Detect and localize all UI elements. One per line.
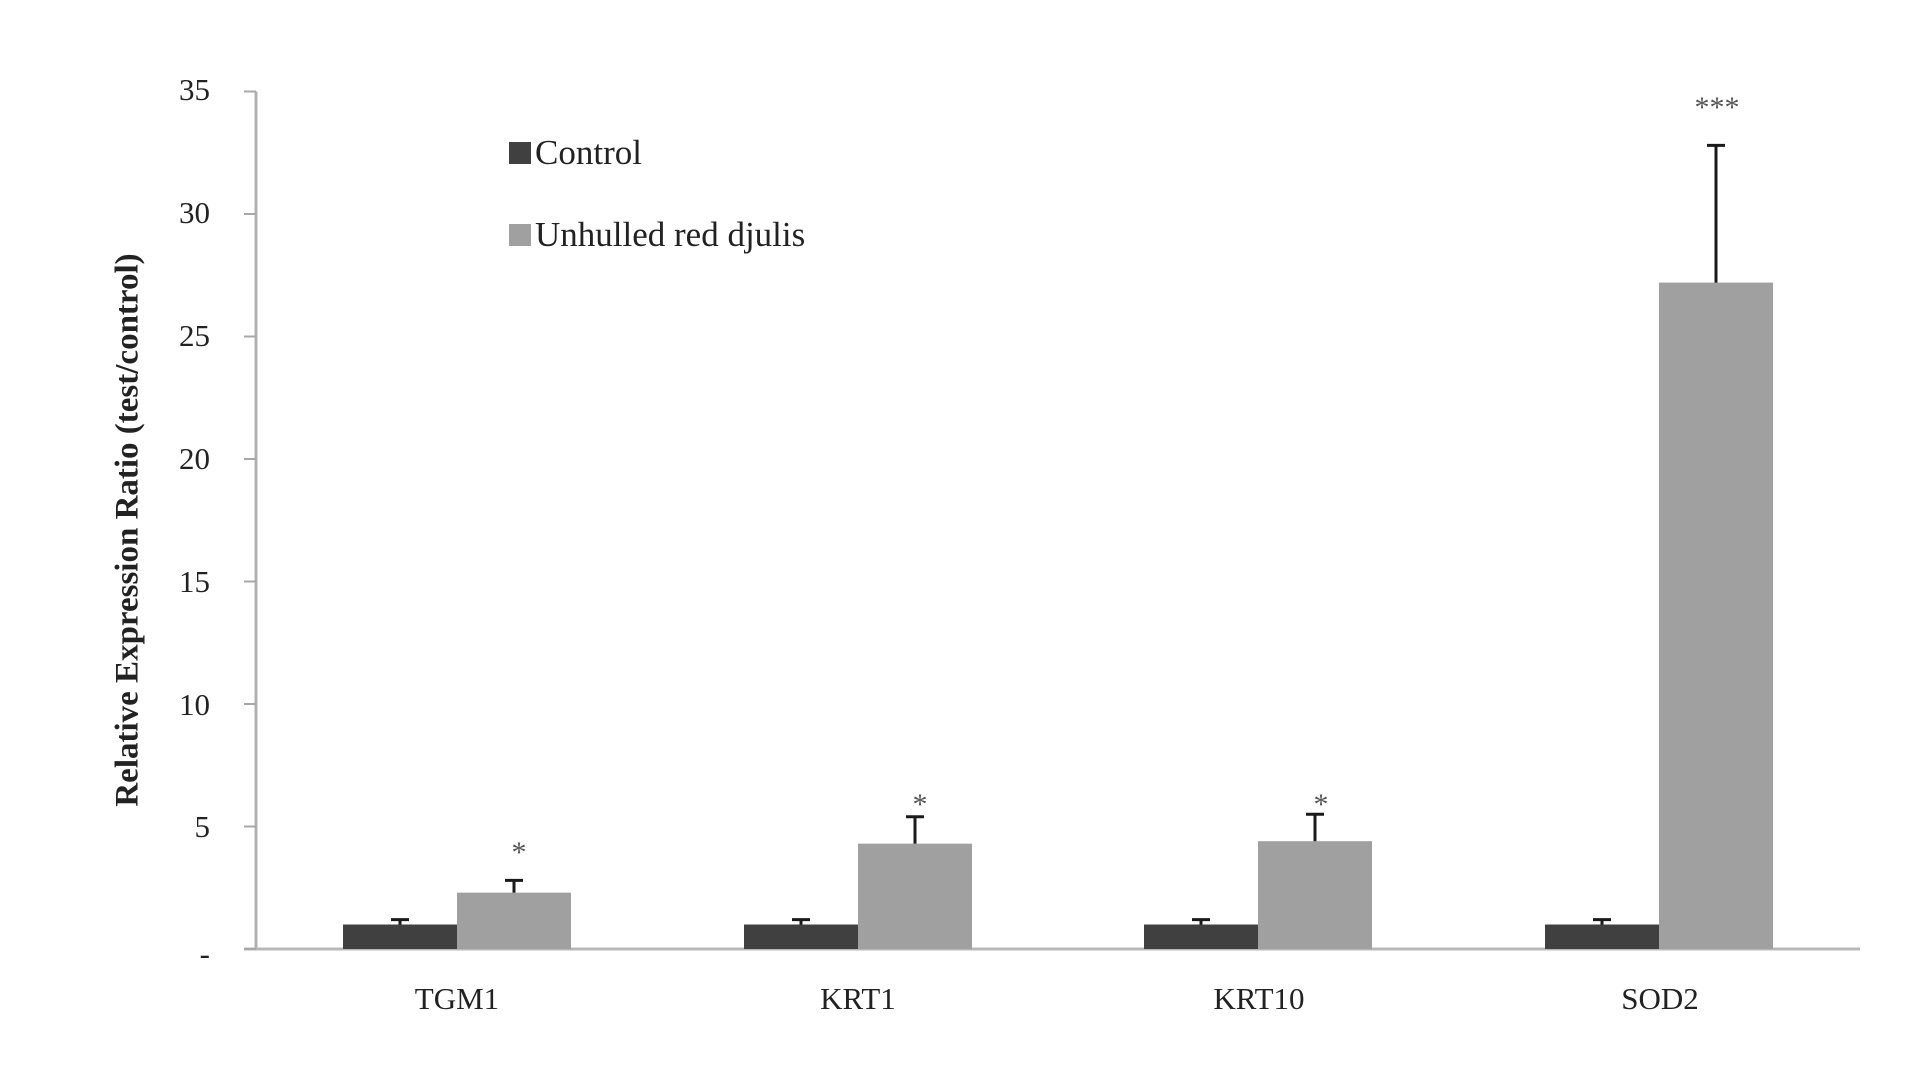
significance-marker-krt10: * <box>1313 788 1329 821</box>
bar-tgm1-control <box>343 924 457 949</box>
x-category-label-krt10: KRT10 <box>1213 981 1305 1016</box>
y-tick-label-25: 25 <box>179 318 210 353</box>
x-category-label-sod2: SOD2 <box>1621 981 1699 1016</box>
bar-tgm1-treatment <box>457 892 571 949</box>
x-category-label-tgm1: TGM1 <box>414 981 500 1016</box>
legend-swatch-control <box>509 142 531 164</box>
x-category-label-krt1: KRT1 <box>820 981 896 1016</box>
significance-marker-tgm1: * <box>511 836 527 869</box>
y-tick-label-15: 15 <box>179 564 210 599</box>
bar-krt1-control <box>744 924 858 949</box>
y-tick-label-5: 5 <box>194 809 211 844</box>
significance-marker-sod2: *** <box>1694 91 1740 124</box>
y-tick-label-0: - <box>199 936 210 971</box>
bar-sod2-treatment <box>1659 282 1773 950</box>
legend-item-unhulled-red-djulis: Unhulled red djulis <box>509 214 805 256</box>
legend: Control Unhulled red djulis <box>509 132 805 296</box>
y-tick-label-20: 20 <box>179 441 210 476</box>
legend-swatch-unhulled-red-djulis <box>509 224 531 246</box>
legend-item-control: Control <box>509 132 805 174</box>
bar-krt1-treatment <box>858 843 972 949</box>
bar-krt10-control <box>1144 924 1258 949</box>
bar-krt10-treatment <box>1258 841 1372 949</box>
y-tick-label-30: 30 <box>179 195 210 230</box>
significance-marker-krt1: * <box>912 788 928 821</box>
legend-label-unhulled-red-djulis: Unhulled red djulis <box>535 215 806 254</box>
y-tick-label-35: 35 <box>179 72 210 107</box>
legend-label-control: Control <box>535 133 642 172</box>
y-tick-label-10: 10 <box>179 687 210 722</box>
bar-sod2-control <box>1545 924 1659 949</box>
y-axis-label: Relative Expression Ratio (test/control) <box>109 253 146 807</box>
